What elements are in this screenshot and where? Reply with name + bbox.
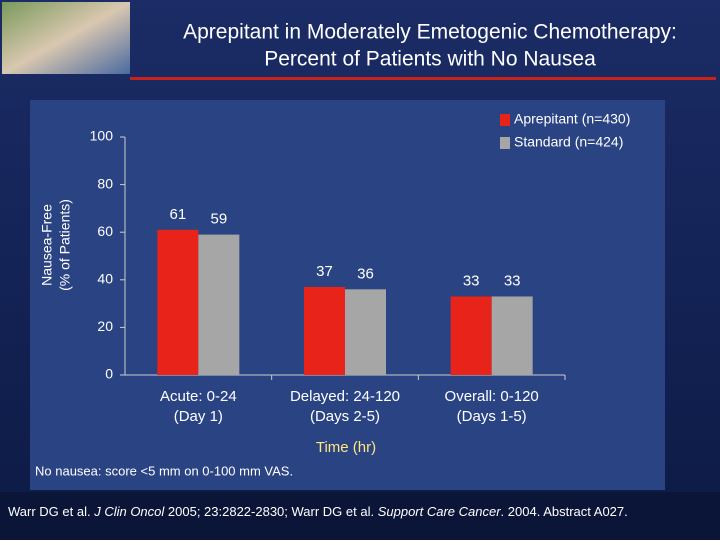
footnote: No nausea: score <5 mm on 0-100 mm VAS. [35,463,293,478]
y-tick-label: 100 [90,128,114,144]
x-tick-label: Acute: 0-24 [160,388,237,405]
x-tick-label: Overall: 0-120 [445,388,539,405]
y-tick-label: 80 [97,175,113,191]
value-label: 36 [357,265,374,282]
citation-part: Support Care Cancer [378,504,502,519]
legend-swatch [500,114,510,126]
y-axis-label: Nausea-Free [39,204,55,286]
title-underline [130,77,716,80]
title-line: Aprepitant in Moderately Emetogenic Chem… [183,21,677,44]
bar [157,229,199,375]
y-tick-label: 40 [97,271,113,287]
title-line: Percent of Patients with No Nausea [264,48,596,71]
y-tick-label: 20 [97,318,113,334]
value-label: 33 [463,272,480,289]
y-tick-label: 0 [105,366,113,382]
bar [450,296,492,375]
citation-part: 2005; 23:2822-2830; Warr DG et al. [164,504,377,519]
citation-part: Warr DG et al. [8,504,94,519]
header-photo [2,2,130,74]
legend-swatch [500,137,510,149]
y-axis-label: (% of Patients) [57,199,73,291]
citation-part: . 2004. Abstract A027. [501,504,628,519]
citation: Warr DG et al. J Clin Oncol 2005; 23:282… [8,504,628,519]
legend-label: Standard (n=424) [514,134,623,150]
x-tick-label: (Days 1-5) [457,408,527,425]
x-tick-label: Delayed: 24-120 [290,388,400,405]
bar [491,296,533,375]
y-tick-label: 60 [97,223,113,239]
value-label: 37 [316,263,333,280]
bar [345,289,386,375]
bar [304,286,345,375]
x-axis-label: Time (hr) [316,439,376,456]
citation-part: J Clin Oncol [93,504,165,519]
value-label: 61 [169,206,186,223]
footer-band [0,492,720,540]
bar [198,234,240,375]
x-tick-label: (Days 2-5) [310,408,380,425]
legend-label: Aprepitant (n=430) [514,111,630,127]
x-tick-label: (Day 1) [174,408,223,425]
value-label: 33 [504,272,521,289]
value-label: 59 [210,211,227,228]
